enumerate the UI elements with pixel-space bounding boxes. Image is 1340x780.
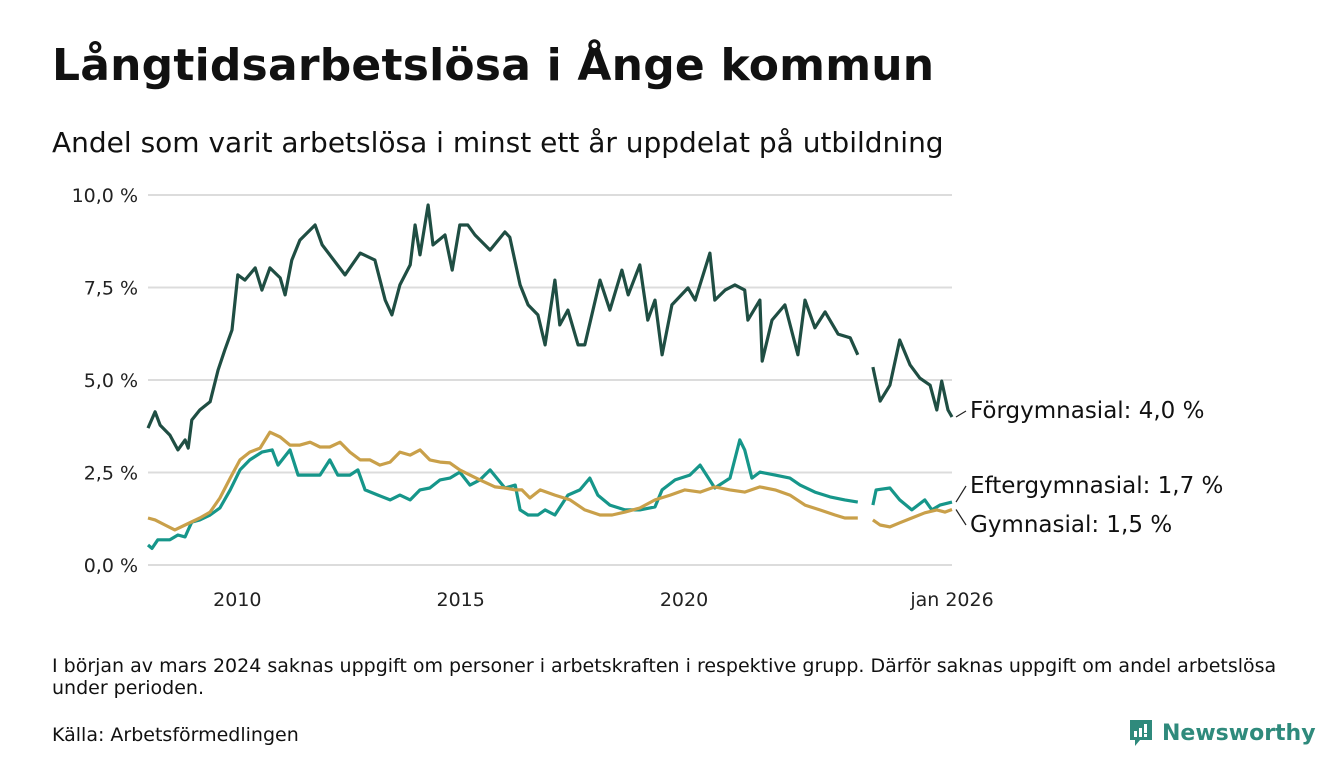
label-leader-line [955,485,967,503]
newsworthy-logo[interactable]: Newsworthy [1128,718,1316,748]
series-line-eftergymnasial [871,486,953,512]
end-label-förgymnasial: Förgymnasial: 4,0 % [970,398,1204,424]
y-axis: 0,0 % 2,5 % 5,0 % 7,5 % 10,0 % [72,185,138,577]
series-line-förgymnasial [871,338,954,418]
chart-title: Långtidsarbetslösa i Ånge kommun [52,40,935,91]
series-line-förgymnasial [146,203,860,452]
series-lines [146,203,954,551]
gridlines [148,194,952,566]
y-tick-label: 10,0 % [72,185,138,207]
y-tick-label: 7,5 % [84,278,138,300]
series-line-gymnasial [871,507,953,529]
source-text: Källa: Arbetsförmedlingen [52,724,299,746]
label-leader-line [955,410,967,418]
series-line-gymnasial [147,430,858,532]
series-line-eftergymnasial [146,438,859,551]
footnote: I början av mars 2024 saknas uppgift om … [52,655,1277,699]
x-tick-label: jan 2026 [909,589,993,611]
brand-name: Newsworthy [1162,720,1316,746]
label-leader-line [955,509,967,526]
end-label-eftergymnasial: Eftergymnasial: 1,7 % [970,473,1223,499]
newsworthy-logo-icon [1130,720,1152,746]
x-tick-label: 2015 [436,589,484,611]
x-axis: 2010 2015 2020 jan 2026 [213,589,994,611]
y-tick-label: 2,5 % [84,463,138,485]
x-tick-label: 2020 [660,589,708,611]
y-tick-label: 0,0 % [84,555,138,577]
end-labels: Förgymnasial: 4,0 % Eftergymnasial: 1,7 %… [955,398,1223,538]
end-label-gymnasial: Gymnasial: 1,5 % [970,512,1172,538]
y-tick-label: 5,0 % [84,370,138,392]
x-tick-label: 2010 [213,589,261,611]
chart-subtitle: Andel som varit arbetslösa i minst ett å… [52,126,944,159]
